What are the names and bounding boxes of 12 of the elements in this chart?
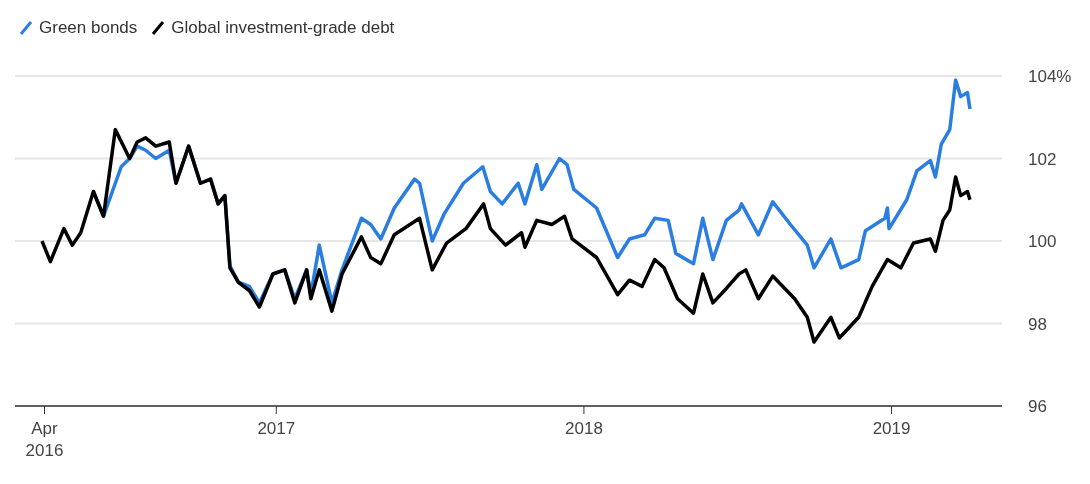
y-tick-label: 100 — [1028, 232, 1057, 252]
legend-label: Global investment-grade debt — [170, 18, 395, 38]
x-tick-label: 2017 — [257, 419, 296, 438]
y-tick-label: 102 — [1028, 149, 1057, 169]
x-tick-label: Apr 2016 — [25, 419, 64, 460]
legend-label: Green bonds — [38, 18, 138, 38]
y-tick-label: 104% — [1028, 67, 1072, 87]
x-tick-label: 2019 — [872, 419, 911, 438]
line-series — [40, 127, 972, 344]
y-tick-label: 96 — [1028, 397, 1047, 417]
y-tick-label: 98 — [1028, 314, 1047, 334]
x-tick-label: 2018 — [565, 419, 603, 438]
